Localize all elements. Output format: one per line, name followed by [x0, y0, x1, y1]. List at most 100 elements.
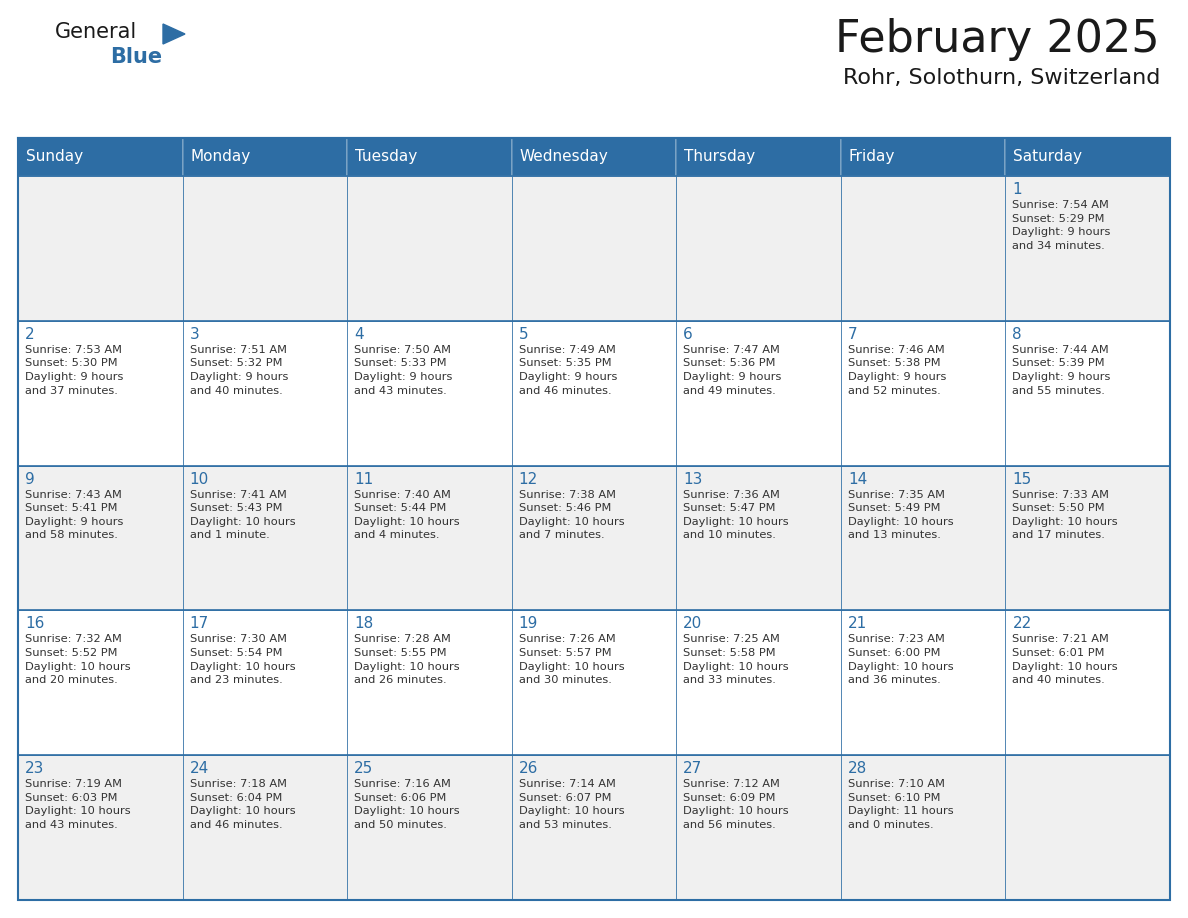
Bar: [183, 756, 347, 900]
Text: Sunrise: 7:30 AM
Sunset: 5:54 PM
Daylight: 10 hours
and 23 minutes.: Sunrise: 7:30 AM Sunset: 5:54 PM Dayligh…: [190, 634, 295, 685]
Text: Monday: Monday: [190, 150, 251, 164]
Text: 22: 22: [1012, 616, 1031, 632]
Bar: [347, 138, 512, 176]
Text: Thursday: Thursday: [684, 150, 756, 164]
Text: Sunrise: 7:43 AM
Sunset: 5:41 PM
Daylight: 9 hours
and 58 minutes.: Sunrise: 7:43 AM Sunset: 5:41 PM Dayligh…: [25, 489, 124, 541]
Text: 18: 18: [354, 616, 373, 632]
Text: Sunrise: 7:19 AM
Sunset: 6:03 PM
Daylight: 10 hours
and 43 minutes.: Sunrise: 7:19 AM Sunset: 6:03 PM Dayligh…: [25, 779, 131, 830]
Bar: [1005, 610, 1170, 756]
Bar: [1005, 176, 1170, 320]
Text: 23: 23: [25, 761, 44, 777]
Text: 4: 4: [354, 327, 364, 341]
Text: 27: 27: [683, 761, 702, 777]
Text: February
February: February February: [62, 28, 69, 30]
Text: 26: 26: [519, 761, 538, 777]
Text: 19: 19: [519, 616, 538, 632]
Bar: [676, 610, 841, 756]
Bar: [1005, 320, 1170, 465]
Text: 3: 3: [190, 327, 200, 341]
Bar: [347, 465, 512, 610]
Bar: [18, 465, 183, 610]
Text: 10: 10: [190, 472, 209, 487]
Text: Sunrise: 7:28 AM
Sunset: 5:55 PM
Daylight: 10 hours
and 26 minutes.: Sunrise: 7:28 AM Sunset: 5:55 PM Dayligh…: [354, 634, 460, 685]
Text: Sunrise: 7:46 AM
Sunset: 5:38 PM
Daylight: 9 hours
and 52 minutes.: Sunrise: 7:46 AM Sunset: 5:38 PM Dayligh…: [848, 345, 946, 396]
Bar: [841, 756, 1005, 900]
Bar: [512, 176, 676, 320]
Text: 17: 17: [190, 616, 209, 632]
Text: 28: 28: [848, 761, 867, 777]
Text: Sunrise: 7:21 AM
Sunset: 6:01 PM
Daylight: 10 hours
and 40 minutes.: Sunrise: 7:21 AM Sunset: 6:01 PM Dayligh…: [1012, 634, 1118, 685]
Text: 25: 25: [354, 761, 373, 777]
Text: 6: 6: [683, 327, 693, 341]
Text: 11: 11: [354, 472, 373, 487]
Bar: [347, 176, 512, 320]
Bar: [183, 138, 347, 176]
Text: 9: 9: [25, 472, 34, 487]
Text: Wednesday: Wednesday: [519, 150, 608, 164]
Text: Sunrise: 7:38 AM
Sunset: 5:46 PM
Daylight: 10 hours
and 7 minutes.: Sunrise: 7:38 AM Sunset: 5:46 PM Dayligh…: [519, 489, 625, 541]
Bar: [18, 320, 183, 465]
Text: Sunrise: 7:50 AM
Sunset: 5:33 PM
Daylight: 9 hours
and 43 minutes.: Sunrise: 7:50 AM Sunset: 5:33 PM Dayligh…: [354, 345, 453, 396]
Bar: [676, 176, 841, 320]
Text: 7: 7: [848, 327, 858, 341]
Bar: [183, 465, 347, 610]
Text: Sunrise: 7:12 AM
Sunset: 6:09 PM
Daylight: 10 hours
and 56 minutes.: Sunrise: 7:12 AM Sunset: 6:09 PM Dayligh…: [683, 779, 789, 830]
Bar: [512, 138, 676, 176]
Text: Sunrise: 7:25 AM
Sunset: 5:58 PM
Daylight: 10 hours
and 33 minutes.: Sunrise: 7:25 AM Sunset: 5:58 PM Dayligh…: [683, 634, 789, 685]
Text: Sunday: Sunday: [26, 150, 83, 164]
Text: 14: 14: [848, 472, 867, 487]
Bar: [18, 138, 1170, 900]
Bar: [841, 610, 1005, 756]
Bar: [1005, 756, 1170, 900]
Text: Sunrise: 7:41 AM
Sunset: 5:43 PM
Daylight: 10 hours
and 1 minute.: Sunrise: 7:41 AM Sunset: 5:43 PM Dayligh…: [190, 489, 295, 541]
Bar: [183, 320, 347, 465]
Bar: [841, 176, 1005, 320]
Text: 5: 5: [519, 327, 529, 341]
Text: Sunrise: 7:26 AM
Sunset: 5:57 PM
Daylight: 10 hours
and 30 minutes.: Sunrise: 7:26 AM Sunset: 5:57 PM Dayligh…: [519, 634, 625, 685]
Bar: [183, 610, 347, 756]
Text: 21: 21: [848, 616, 867, 632]
Text: Sunrise: 7:47 AM
Sunset: 5:36 PM
Daylight: 9 hours
and 49 minutes.: Sunrise: 7:47 AM Sunset: 5:36 PM Dayligh…: [683, 345, 782, 396]
Text: 16: 16: [25, 616, 44, 632]
Bar: [1005, 465, 1170, 610]
Text: 13: 13: [683, 472, 702, 487]
Text: Sunrise: 7:16 AM
Sunset: 6:06 PM
Daylight: 10 hours
and 50 minutes.: Sunrise: 7:16 AM Sunset: 6:06 PM Dayligh…: [354, 779, 460, 830]
Text: 24: 24: [190, 761, 209, 777]
Text: Friday: Friday: [849, 150, 896, 164]
Bar: [347, 756, 512, 900]
Text: Sunrise: 7:23 AM
Sunset: 6:00 PM
Daylight: 10 hours
and 36 minutes.: Sunrise: 7:23 AM Sunset: 6:00 PM Dayligh…: [848, 634, 954, 685]
Text: 12: 12: [519, 472, 538, 487]
Bar: [18, 176, 183, 320]
Text: Sunrise: 7:44 AM
Sunset: 5:39 PM
Daylight: 9 hours
and 55 minutes.: Sunrise: 7:44 AM Sunset: 5:39 PM Dayligh…: [1012, 345, 1111, 396]
Bar: [841, 465, 1005, 610]
Bar: [512, 756, 676, 900]
Text: Sunrise: 7:18 AM
Sunset: 6:04 PM
Daylight: 10 hours
and 46 minutes.: Sunrise: 7:18 AM Sunset: 6:04 PM Dayligh…: [190, 779, 295, 830]
Bar: [676, 756, 841, 900]
Bar: [18, 610, 183, 756]
Text: Sunrise: 7:10 AM
Sunset: 6:10 PM
Daylight: 11 hours
and 0 minutes.: Sunrise: 7:10 AM Sunset: 6:10 PM Dayligh…: [848, 779, 954, 830]
Text: Saturday: Saturday: [1013, 150, 1082, 164]
Text: 15: 15: [1012, 472, 1031, 487]
Bar: [1005, 138, 1170, 176]
Text: Sunrise: 7:51 AM
Sunset: 5:32 PM
Daylight: 9 hours
and 40 minutes.: Sunrise: 7:51 AM Sunset: 5:32 PM Dayligh…: [190, 345, 287, 396]
Bar: [18, 756, 183, 900]
Text: Sunrise: 7:32 AM
Sunset: 5:52 PM
Daylight: 10 hours
and 20 minutes.: Sunrise: 7:32 AM Sunset: 5:52 PM Dayligh…: [25, 634, 131, 685]
Bar: [512, 320, 676, 465]
Bar: [676, 320, 841, 465]
Text: 8: 8: [1012, 327, 1022, 341]
Text: Sunrise: 7:53 AM
Sunset: 5:30 PM
Daylight: 9 hours
and 37 minutes.: Sunrise: 7:53 AM Sunset: 5:30 PM Dayligh…: [25, 345, 124, 396]
Text: Sunrise: 7:54 AM
Sunset: 5:29 PM
Daylight: 9 hours
and 34 minutes.: Sunrise: 7:54 AM Sunset: 5:29 PM Dayligh…: [1012, 200, 1111, 251]
Text: February 2025: February 2025: [835, 18, 1159, 61]
Text: Sunrise: 7:49 AM
Sunset: 5:35 PM
Daylight: 9 hours
and 46 minutes.: Sunrise: 7:49 AM Sunset: 5:35 PM Dayligh…: [519, 345, 617, 396]
Bar: [512, 610, 676, 756]
Text: Sunrise: 7:14 AM
Sunset: 6:07 PM
Daylight: 10 hours
and 53 minutes.: Sunrise: 7:14 AM Sunset: 6:07 PM Dayligh…: [519, 779, 625, 830]
Bar: [841, 320, 1005, 465]
Bar: [347, 320, 512, 465]
Text: General: General: [55, 22, 138, 42]
Polygon shape: [163, 24, 185, 44]
Bar: [676, 138, 841, 176]
Text: Sunrise: 7:36 AM
Sunset: 5:47 PM
Daylight: 10 hours
and 10 minutes.: Sunrise: 7:36 AM Sunset: 5:47 PM Dayligh…: [683, 489, 789, 541]
Text: 20: 20: [683, 616, 702, 632]
Text: Tuesday: Tuesday: [355, 150, 417, 164]
Text: 1: 1: [1012, 182, 1022, 197]
